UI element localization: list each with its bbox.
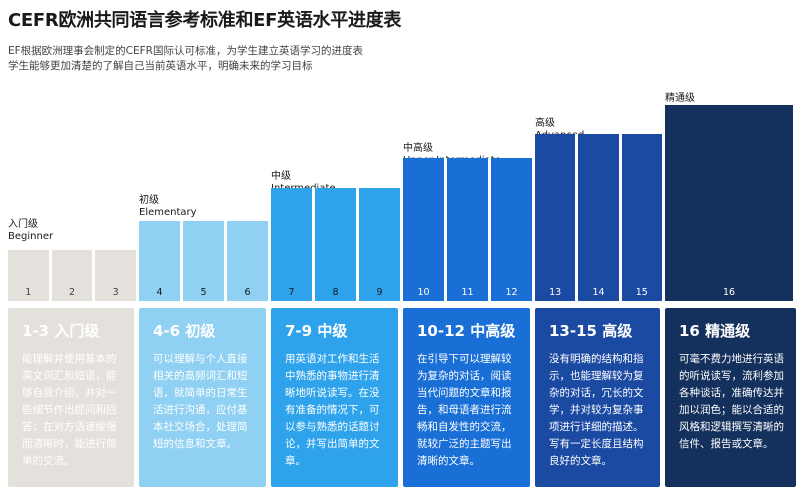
level-label-zh: 中高级 xyxy=(403,143,433,154)
level-card-upper_advanced: 16 精通级可毫不费力地进行英语的听说读写，流利参加各种谈话，准确传达并加以润色… xyxy=(665,308,796,487)
level-label-zh: 精通级 xyxy=(665,93,695,104)
level-number: 16 xyxy=(722,287,736,298)
level-bar-15: 15 xyxy=(621,134,665,301)
level-label-en: Elementary xyxy=(139,207,197,218)
level-number: 11 xyxy=(461,287,474,298)
level-bar-10: 10 xyxy=(403,158,447,301)
level-bar-9: 9 xyxy=(359,188,403,301)
level-number: 2 xyxy=(68,287,75,298)
level-card-advanced: 13-15 高级没有明确的结构和指示，也能理解较为复杂的对话，冗长的文学，并对较… xyxy=(535,308,660,487)
level-card-title: 4-6 初级 xyxy=(153,322,216,340)
level-bar-6: 6 xyxy=(227,221,271,301)
level-bar-11: 11 xyxy=(447,158,491,301)
level-card-description: 用英语对工作和生活中熟悉的事物进行清晰地听说读写。在没有准备的情况下，可以参与熟… xyxy=(285,353,380,467)
level-bar-16: 16 xyxy=(665,105,796,301)
level-number: 15 xyxy=(635,287,648,298)
page-title: CEFR欧洲共同语言参考标准和EF英语水平进度表 xyxy=(8,10,402,31)
level-label-beginner: 入门级 Beginner xyxy=(8,219,53,243)
level-bar-7: 7 xyxy=(271,188,315,301)
level-number: 1 xyxy=(25,287,32,298)
level-card-title: 10-12 中高级 xyxy=(417,322,516,340)
level-label-zh: 初级 xyxy=(139,195,159,206)
level-number: 8 xyxy=(332,287,339,298)
level-bar-2: 2 xyxy=(51,250,96,301)
level-card-title: 13-15 高级 xyxy=(549,322,633,340)
level-number: 6 xyxy=(244,287,251,298)
level-number: 14 xyxy=(592,287,605,298)
level-bar-5: 5 xyxy=(183,221,227,301)
level-number: 3 xyxy=(112,287,119,298)
level-card-description: 没有明确的结构和指示，也能理解较为复杂的对话，冗长的文学，并对较为复杂事项进行详… xyxy=(549,353,644,467)
level-number: 10 xyxy=(417,287,430,298)
level-label-zh: 中级 xyxy=(271,171,291,182)
level-card-beginner: 1-3 入门级能理解并使用基本的英文词汇和短语，能够自我介绍，并对一些细节作出提… xyxy=(8,308,134,487)
level-card-description: 可毫不费力地进行英语的听说读写，流利参加各种谈话，准确传达并加以润色；能以合适的… xyxy=(679,353,784,450)
level-label-en: Beginner xyxy=(8,231,54,242)
page-subtitle-1: EF根据欧洲理事会制定的CEFR国际认可标准，为学生建立英语学习的进度表 xyxy=(8,45,363,57)
level-bar-1: 1 xyxy=(8,250,52,301)
level-bar-14: 14 xyxy=(578,134,622,301)
level-number: 4 xyxy=(156,287,163,298)
level-number: 13 xyxy=(549,287,562,298)
page-subtitle-2: 学生能够更加清楚的了解自己当前英语水平，明确未来的学习目标 xyxy=(8,60,313,72)
level-label-zh: 入门级 xyxy=(8,219,38,230)
level-number: 9 xyxy=(376,287,383,298)
level-bar-8: 8 xyxy=(315,188,359,301)
level-card-title: 16 精通级 xyxy=(679,322,751,340)
level-label-zh: 高级 xyxy=(535,118,555,129)
level-bar-13: 13 xyxy=(535,134,579,301)
level-bar-4: 4 xyxy=(139,221,183,301)
level-bar-12: 12 xyxy=(491,158,535,301)
level-card-upper_intermediate: 10-12 中高级在引导下可以理解较为复杂的对话，阅读当代问题的文章和报告，和母… xyxy=(403,308,530,487)
level-card-title: 7-9 中级 xyxy=(285,322,348,340)
level-card-description: 能理解并使用基本的英文词汇和短语，能够自我介绍，并对一些细节作出提问和回答；在对… xyxy=(22,353,117,467)
level-card-intermediate: 7-9 中级用英语对工作和生活中熟悉的事物进行清晰地听说读写。在没有准备的情况下… xyxy=(271,308,398,487)
level-number: 5 xyxy=(200,287,207,298)
level-card-elementary: 4-6 初级可以理解与个人直接相关的高频词汇和短语，就简单的日常生活进行沟通，应… xyxy=(139,308,266,487)
level-card-description: 在引导下可以理解较为复杂的对话，阅读当代问题的文章和报告，和母语者进行流畅和自发… xyxy=(417,353,512,467)
level-card-title: 1-3 入门级 xyxy=(22,322,100,340)
level-card-description: 可以理解与个人直接相关的高频词汇和短语，就简单的日常生活进行沟通，应付基本社交场… xyxy=(153,353,248,450)
level-number: 12 xyxy=(505,287,518,298)
level-bar-3: 3 xyxy=(95,250,139,301)
level-number: 7 xyxy=(288,287,295,298)
level-label-elementary: 初级 Elementary xyxy=(139,195,197,219)
